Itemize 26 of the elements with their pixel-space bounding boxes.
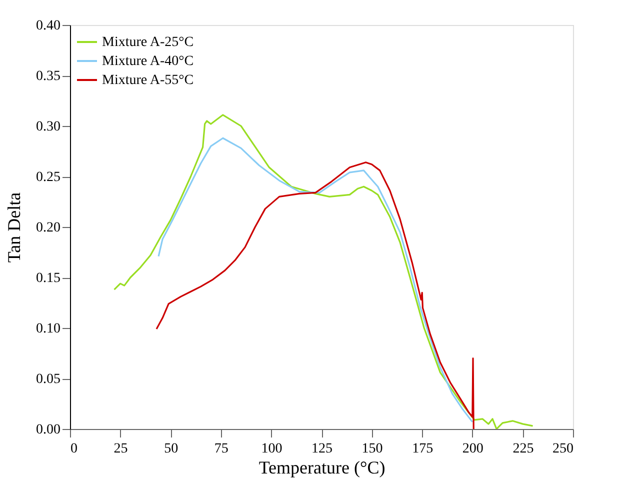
- x-tick-label: 100: [261, 442, 282, 456]
- x-tick-label: 125: [312, 442, 332, 456]
- y-tick-label: 0.25: [36, 170, 60, 185]
- y-tick-label: 0.00: [36, 422, 60, 438]
- x-tick-label: 225: [512, 442, 534, 456]
- y-tick-label: 0.15: [36, 271, 60, 286]
- y-tick-label: 0.35: [36, 69, 60, 84]
- x-tick-label: 175: [412, 442, 434, 456]
- x-tick-label: 75: [214, 442, 228, 456]
- x-tick-label: 0: [70, 442, 78, 456]
- x-tick-label: 250: [552, 442, 574, 456]
- x-tick-label: 150: [362, 442, 383, 456]
- y-tick-label: 0.05: [36, 372, 60, 387]
- x-axis-title: Temperature (°C): [258, 458, 386, 478]
- y-tick-label: 0.20: [36, 220, 60, 236]
- line-series: [113, 114, 534, 429]
- legend-label: Mixture A-25°C: [102, 35, 194, 50]
- y-tick-label: 0.10: [36, 322, 60, 336]
- y-axis-title: Tan Delta: [4, 192, 24, 263]
- x-tick-label: 200: [462, 442, 484, 456]
- x-tick-label: 25: [114, 442, 128, 456]
- y-tick-label: 0.30: [36, 120, 60, 134]
- legend-label: Mixture A-40°C: [102, 54, 194, 69]
- y-tick-label: 0.40: [36, 18, 60, 34]
- x-tick-label: 50: [164, 442, 178, 456]
- legend-label: Mixture A-55°C: [102, 73, 194, 88]
